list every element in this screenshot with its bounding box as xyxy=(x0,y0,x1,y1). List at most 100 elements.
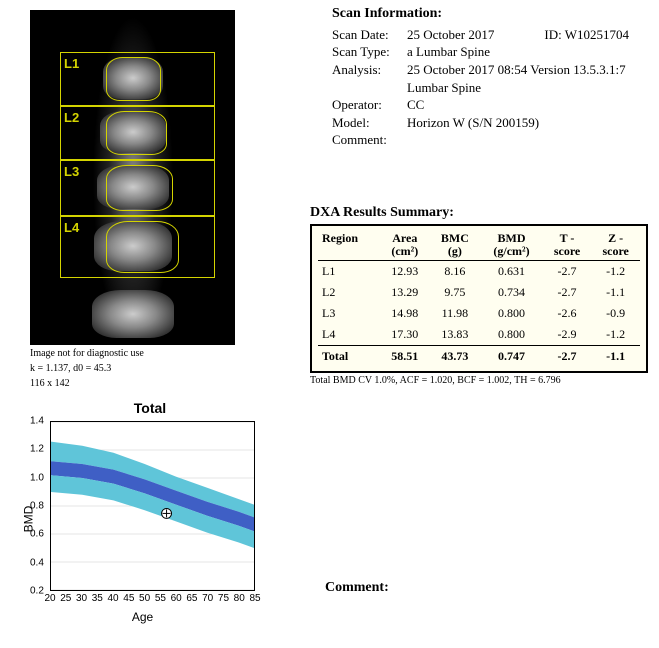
dxa-cell: 9.75 xyxy=(429,282,480,303)
scan-info-row: Lumbar Spine xyxy=(332,79,642,97)
x-tick-label: 60 xyxy=(171,593,182,604)
scan-info-value xyxy=(407,131,642,149)
x-tick-label: 40 xyxy=(108,593,119,604)
scan-info-value: 25 October 2017 08:54 Version 13.5.3.1:7 xyxy=(407,61,642,79)
x-tick-label: 75 xyxy=(218,593,229,604)
scan-info-title: Scan Information: xyxy=(332,5,642,24)
dxa-column-header: BMD(g/cm²) xyxy=(480,230,542,261)
x-tick-label: 50 xyxy=(139,593,150,604)
x-tick-label: 30 xyxy=(76,593,87,604)
scan-info-label: Operator: xyxy=(332,96,407,114)
dxa-cell: -2.6 xyxy=(543,303,592,324)
dxa-column-header: Region xyxy=(318,230,380,261)
spine-outline xyxy=(106,57,161,101)
x-tick-label: 85 xyxy=(249,593,260,604)
y-tick-label: 0.8 xyxy=(30,501,44,512)
scan-info-value: Lumbar Spine xyxy=(407,79,642,97)
scan-information-panel: Scan Information: Scan Date:25 October 2… xyxy=(332,5,642,149)
scan-info-row: Model:Horizon W (S/N 200159) xyxy=(332,114,642,132)
dxa-cell: 0.800 xyxy=(480,303,542,324)
dxa-cell: 12.93 xyxy=(380,261,429,283)
region-label: L1 xyxy=(64,56,79,71)
scan-info-label: Scan Date: xyxy=(332,26,407,44)
x-tick-label: 70 xyxy=(202,593,213,604)
scan-info-row: Scan Type:a Lumbar Spine xyxy=(332,43,642,61)
scan-info-label: Comment: xyxy=(332,131,407,149)
spine-outline xyxy=(106,111,167,155)
scan-info-row: Scan Date:25 October 2017ID: W10251704 xyxy=(332,26,642,44)
dxa-results-table: RegionArea(cm²)BMC(g)BMD(g/cm²)T -scoreZ… xyxy=(318,230,640,367)
dxa-data-row: L314.9811.980.800-2.6-0.9 xyxy=(318,303,640,324)
scan-info-value: Horizon W (S/N 200159) xyxy=(407,114,642,132)
dxa-cell: 8.16 xyxy=(429,261,480,283)
dxa-cell: 13.83 xyxy=(429,324,480,346)
dxa-cell: -2.9 xyxy=(543,324,592,346)
scan-info-label: Model: xyxy=(332,114,407,132)
dxa-cell: Total xyxy=(318,346,380,368)
scan-image-panel: L1 L2 L3 L4 Image not for diagnostic use k … xyxy=(30,10,235,390)
chart-x-label: Age xyxy=(132,610,153,624)
x-tick-label: 55 xyxy=(155,593,166,604)
dxa-cell: L2 xyxy=(318,282,380,303)
region-label: L2 xyxy=(64,110,79,125)
y-tick-label: 0.4 xyxy=(30,557,44,568)
region-box-l3: L3 xyxy=(60,160,215,216)
scan-info-label: Analysis: xyxy=(332,61,407,79)
dxa-data-row: L112.938.160.631-2.7-1.2 xyxy=(318,261,640,283)
y-tick-label: 1.0 xyxy=(30,472,44,483)
region-label: L4 xyxy=(64,220,79,235)
dxa-column-header: T -score xyxy=(543,230,592,261)
dxa-cell: -1.2 xyxy=(591,324,640,346)
dxa-cell: -2.7 xyxy=(543,282,592,303)
dxa-cell: 0.800 xyxy=(480,324,542,346)
scan-info-value: a Lumbar Spine xyxy=(407,43,642,61)
region-box-l2: L2 xyxy=(60,106,215,160)
dxa-cell: -2.7 xyxy=(543,261,592,283)
dxa-cell: 0.747 xyxy=(480,346,542,368)
scan-info-row: Comment: xyxy=(332,131,642,149)
region-box-l1: L1 xyxy=(60,52,215,106)
x-tick-label: 65 xyxy=(186,593,197,604)
y-tick-label: 0.6 xyxy=(30,529,44,540)
spine-outline xyxy=(106,221,179,273)
x-tick-label: 80 xyxy=(234,593,245,604)
scan-info-row: Analysis:25 October 2017 08:54 Version 1… xyxy=(332,61,642,79)
image-caption-3: 116 x 142 xyxy=(30,377,235,390)
spine-outline xyxy=(106,165,173,211)
dxa-cell: 43.73 xyxy=(429,346,480,368)
dxa-cell: -1.1 xyxy=(591,346,640,368)
image-caption-2: k = 1.137, d0 = 45.3 xyxy=(30,362,235,375)
image-caption-1: Image not for diagnostic use xyxy=(30,347,235,360)
dxa-cell: 14.98 xyxy=(380,303,429,324)
x-tick-label: 45 xyxy=(123,593,134,604)
dxa-cell: 11.98 xyxy=(429,303,480,324)
dxa-cell: -1.2 xyxy=(591,261,640,283)
dxa-cell: L4 xyxy=(318,324,380,346)
dxa-cell: L1 xyxy=(318,261,380,283)
scan-info-row: Operator:CC xyxy=(332,96,642,114)
x-tick-label: 20 xyxy=(44,593,55,604)
chart-title: Total xyxy=(25,400,275,416)
region-box-l4: L4 xyxy=(60,216,215,278)
dxa-cell: L3 xyxy=(318,303,380,324)
dxa-column-header: Z -score xyxy=(591,230,640,261)
dxa-data-row: L213.299.750.734-2.7-1.1 xyxy=(318,282,640,303)
dxa-cell: 58.51 xyxy=(380,346,429,368)
x-tick-label: 35 xyxy=(92,593,103,604)
bmd-reference-chart xyxy=(50,421,255,591)
dxa-cell: 0.631 xyxy=(480,261,542,283)
dxa-column-header: BMC(g) xyxy=(429,230,480,261)
y-tick-label: 0.2 xyxy=(30,586,44,597)
scan-info-value: 25 October 2017ID: W10251704 xyxy=(407,26,642,44)
region-label: L3 xyxy=(64,164,79,179)
dxa-column-header: Area(cm²) xyxy=(380,230,429,261)
spine-scan-image: L1 L2 L3 L4 xyxy=(30,10,235,345)
scan-info-value: CC xyxy=(407,96,642,114)
dxa-cell: 0.734 xyxy=(480,282,542,303)
comment-label: Comment: xyxy=(325,580,389,596)
dxa-total-row: Total58.5143.730.747-2.7-1.1 xyxy=(318,346,640,368)
dxa-cell: 13.29 xyxy=(380,282,429,303)
dxa-data-row: L417.3013.830.800-2.9-1.2 xyxy=(318,324,640,346)
dxa-results-panel: DXA Results Summary: RegionArea(cm²)BMC(… xyxy=(310,205,648,386)
dxa-cell: -0.9 xyxy=(591,303,640,324)
